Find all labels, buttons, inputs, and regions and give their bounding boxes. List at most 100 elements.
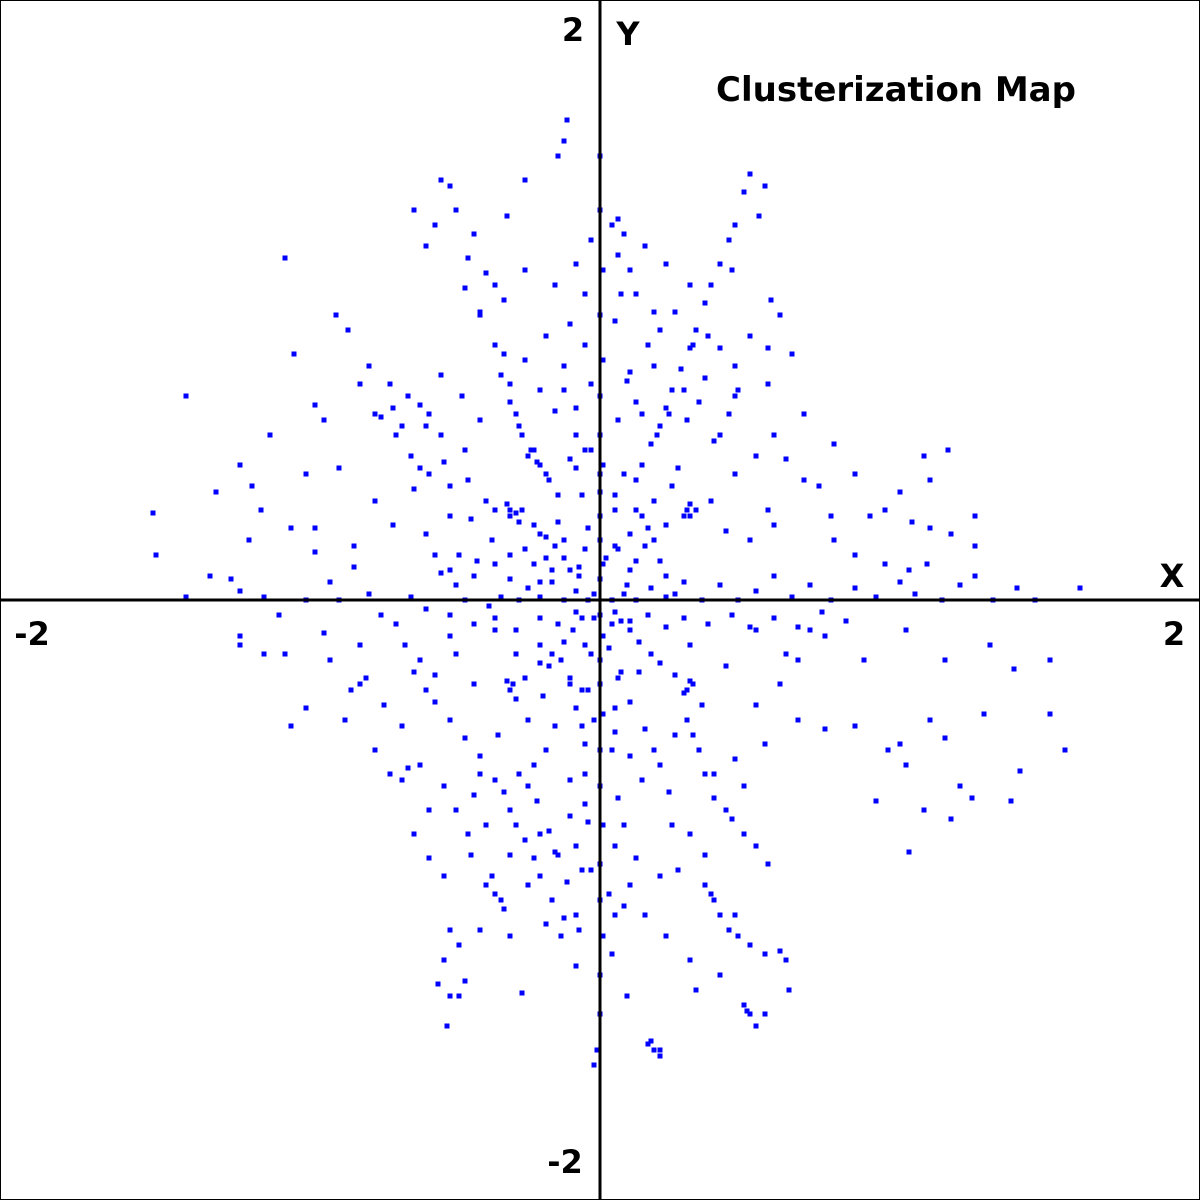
- data-point: [639, 462, 645, 468]
- data-point: [687, 831, 693, 837]
- data-point: [417, 762, 423, 768]
- x-tick-min: -2: [14, 615, 50, 653]
- data-point: [942, 657, 948, 663]
- data-point: [432, 222, 438, 228]
- data-point: [513, 627, 519, 633]
- data-point: [483, 498, 489, 504]
- data-point: [447, 483, 453, 489]
- data-point: [426, 855, 432, 861]
- data-point: [822, 633, 828, 639]
- data-point: [924, 561, 930, 567]
- data-point: [417, 657, 423, 663]
- data-point: [627, 699, 633, 705]
- data-point: [639, 513, 645, 519]
- data-point: [453, 207, 459, 213]
- data-point: [426, 471, 432, 477]
- data-point: [618, 291, 624, 297]
- data-point: [513, 651, 519, 657]
- data-point: [684, 417, 690, 423]
- data-point: [972, 573, 978, 579]
- data-point: [282, 651, 288, 657]
- data-point: [735, 387, 741, 393]
- data-point: [507, 933, 513, 939]
- data-point: [711, 771, 717, 777]
- data-point: [600, 357, 606, 363]
- data-point: [618, 669, 624, 675]
- data-point: [633, 855, 639, 861]
- data-point: [501, 906, 507, 912]
- data-point: [471, 573, 477, 579]
- data-point: [873, 594, 879, 600]
- data-point: [564, 117, 570, 123]
- data-point: [645, 525, 651, 531]
- data-point: [1008, 798, 1014, 804]
- data-point: [459, 393, 465, 399]
- data-point: [801, 477, 807, 483]
- data-point: [567, 681, 573, 687]
- data-point: [573, 405, 579, 411]
- data-point: [399, 723, 405, 729]
- data-point: [228, 576, 234, 582]
- data-point: [624, 582, 630, 588]
- data-point: [312, 402, 318, 408]
- data-point: [447, 993, 453, 999]
- data-point: [588, 237, 594, 243]
- data-point: [513, 696, 519, 702]
- data-point: [1047, 657, 1053, 663]
- data-point: [393, 621, 399, 627]
- data-point: [504, 501, 510, 507]
- data-point: [729, 816, 735, 822]
- data-point: [447, 927, 453, 933]
- data-point: [657, 327, 663, 333]
- data-point: [654, 432, 660, 438]
- data-point: [681, 387, 687, 393]
- data-point: [621, 903, 627, 909]
- data-point: [423, 423, 429, 429]
- data-point: [567, 321, 573, 327]
- data-point: [567, 456, 573, 462]
- data-point: [732, 363, 738, 369]
- data-points: [150, 117, 1083, 1068]
- data-point: [546, 477, 552, 483]
- data-point: [471, 621, 477, 627]
- data-point: [465, 831, 471, 837]
- data-point: [531, 762, 537, 768]
- data-point: [696, 747, 702, 753]
- data-point: [582, 771, 588, 777]
- data-point: [567, 777, 573, 783]
- data-point: [462, 447, 468, 453]
- data-point: [417, 402, 423, 408]
- data-point: [573, 609, 579, 615]
- data-point: [621, 471, 627, 477]
- data-point: [789, 351, 795, 357]
- data-point: [786, 987, 792, 993]
- data-point: [633, 399, 639, 405]
- data-point: [831, 537, 837, 543]
- data-point: [513, 411, 519, 417]
- data-point: [726, 237, 732, 243]
- data-point: [945, 447, 951, 453]
- data-point: [507, 576, 513, 582]
- data-point: [723, 663, 729, 669]
- data-point: [492, 507, 498, 513]
- data-point: [543, 471, 549, 477]
- data-point: [612, 543, 618, 549]
- data-point: [717, 432, 723, 438]
- data-point: [1047, 711, 1053, 717]
- data-point: [483, 882, 489, 888]
- data-point: [852, 552, 858, 558]
- data-point: [507, 507, 513, 513]
- data-point: [549, 579, 555, 585]
- data-point: [831, 441, 837, 447]
- data-point: [345, 327, 351, 333]
- data-point: [567, 567, 573, 573]
- data-point: [492, 282, 498, 288]
- data-point: [717, 582, 723, 588]
- data-point: [735, 933, 741, 939]
- data-point: [615, 417, 621, 423]
- data-point: [819, 609, 825, 615]
- data-point: [636, 639, 642, 645]
- data-point: [567, 675, 573, 681]
- data-point: [663, 522, 669, 528]
